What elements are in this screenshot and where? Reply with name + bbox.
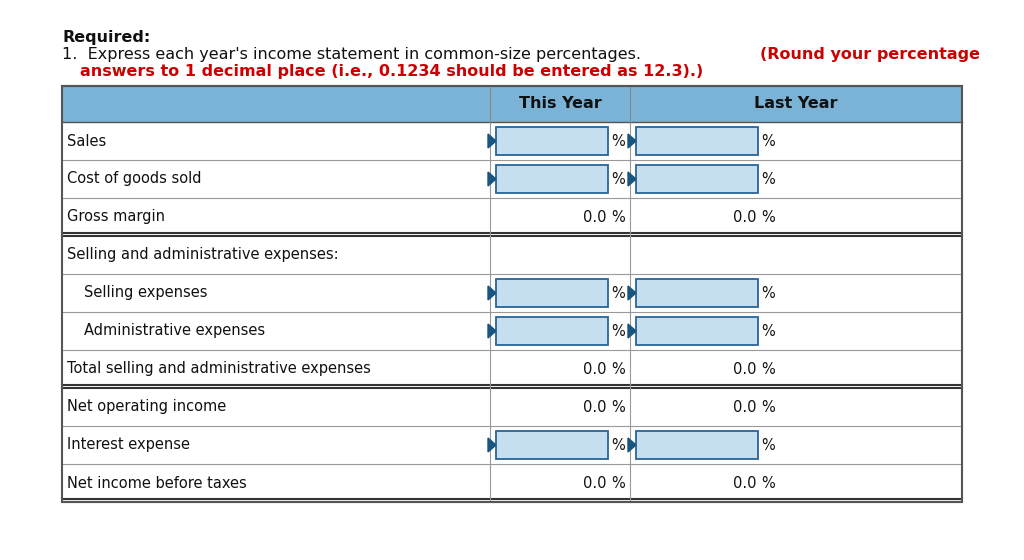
- Text: Administrative expenses: Administrative expenses: [84, 324, 265, 338]
- Text: Required:: Required:: [62, 30, 151, 45]
- Bar: [62, 388, 962, 426]
- Bar: [496, 279, 608, 307]
- Text: %: %: [611, 437, 625, 452]
- Text: %: %: [611, 133, 625, 148]
- Bar: [62, 236, 962, 274]
- Text: 0.0: 0.0: [583, 399, 606, 414]
- Bar: [62, 312, 962, 350]
- Text: This Year: This Year: [518, 96, 601, 111]
- Text: %: %: [611, 286, 625, 301]
- Bar: [62, 198, 962, 236]
- Text: Net income before taxes: Net income before taxes: [67, 475, 247, 491]
- Bar: [636, 279, 758, 307]
- Text: 0.0: 0.0: [583, 362, 606, 376]
- Bar: [62, 86, 962, 502]
- Text: (Round your percentage: (Round your percentage: [760, 47, 980, 62]
- Text: %: %: [611, 362, 625, 376]
- Text: %: %: [761, 324, 775, 338]
- Text: %: %: [611, 171, 625, 186]
- Text: %: %: [761, 209, 775, 225]
- Text: 0.0: 0.0: [583, 209, 606, 225]
- Bar: [62, 274, 962, 312]
- Bar: [496, 318, 608, 345]
- Text: %: %: [761, 475, 775, 491]
- Text: 0.0: 0.0: [583, 475, 606, 491]
- Polygon shape: [488, 438, 496, 452]
- Polygon shape: [628, 324, 636, 338]
- Text: Cost of goods sold: Cost of goods sold: [67, 171, 202, 186]
- Text: 1.  Express each year's income statement in common-size percentages.: 1. Express each year's income statement …: [62, 47, 646, 62]
- Bar: [636, 165, 758, 193]
- Text: 0.0: 0.0: [732, 399, 756, 414]
- Bar: [62, 426, 962, 464]
- Polygon shape: [628, 134, 636, 148]
- Text: 0.0: 0.0: [732, 362, 756, 376]
- Text: Total selling and administrative expenses: Total selling and administrative expense…: [67, 362, 371, 376]
- Bar: [496, 431, 608, 459]
- Polygon shape: [488, 286, 496, 300]
- Text: 0.0: 0.0: [732, 209, 756, 225]
- Text: %: %: [761, 286, 775, 301]
- Text: %: %: [761, 399, 775, 414]
- Text: Last Year: Last Year: [755, 96, 838, 111]
- Text: Interest expense: Interest expense: [67, 437, 190, 452]
- Bar: [62, 160, 962, 198]
- Text: Net operating income: Net operating income: [67, 399, 226, 414]
- Text: %: %: [611, 324, 625, 338]
- Text: %: %: [611, 475, 625, 491]
- Bar: [62, 464, 962, 502]
- Text: %: %: [761, 437, 775, 452]
- Text: %: %: [611, 209, 625, 225]
- Text: %: %: [761, 362, 775, 376]
- Text: answers to 1 decimal place (i.e., 0.1234 should be entered as 12.3).): answers to 1 decimal place (i.e., 0.1234…: [80, 64, 703, 79]
- Polygon shape: [488, 134, 496, 148]
- Text: %: %: [761, 171, 775, 186]
- Polygon shape: [628, 286, 636, 300]
- Text: %: %: [611, 399, 625, 414]
- Bar: [636, 431, 758, 459]
- Polygon shape: [628, 172, 636, 186]
- Bar: [636, 127, 758, 155]
- Polygon shape: [488, 172, 496, 186]
- Polygon shape: [628, 438, 636, 452]
- Text: Gross margin: Gross margin: [67, 209, 165, 225]
- Bar: [636, 318, 758, 345]
- Text: Selling and administrative expenses:: Selling and administrative expenses:: [67, 248, 339, 263]
- Text: Sales: Sales: [67, 133, 106, 148]
- Bar: [62, 122, 962, 160]
- Bar: [62, 86, 962, 122]
- Text: Selling expenses: Selling expenses: [84, 286, 208, 301]
- Polygon shape: [488, 324, 496, 338]
- Bar: [496, 165, 608, 193]
- Text: %: %: [761, 133, 775, 148]
- Bar: [62, 350, 962, 388]
- Text: 0.0: 0.0: [732, 475, 756, 491]
- Bar: [496, 127, 608, 155]
